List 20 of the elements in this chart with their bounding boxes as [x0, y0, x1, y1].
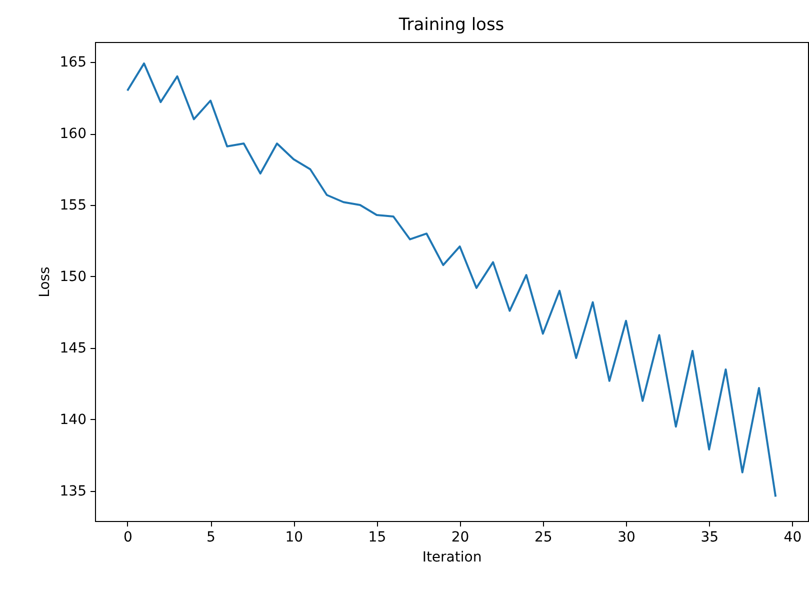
y-tick-label: 150 — [60, 268, 86, 285]
line-series — [126, 62, 777, 498]
x-tick-label: 0 — [123, 530, 132, 546]
x-tick-label: 35 — [700, 530, 719, 546]
x-tick-label: 30 — [618, 530, 636, 546]
x-tick-label: 20 — [451, 530, 470, 546]
y-tick-label: 140 — [60, 412, 86, 428]
x-axis-title: Iteration — [422, 550, 482, 566]
y-tick-label: 165 — [60, 54, 86, 71]
x-tick-label: 10 — [285, 530, 304, 546]
x-tick-label: 40 — [784, 530, 802, 546]
y-tick-label: 155 — [60, 198, 86, 214]
x-tick-label: 5 — [206, 530, 216, 546]
y-tick-label: 135 — [60, 483, 86, 500]
y-tick-label: 145 — [60, 340, 86, 356]
y-tick-label: 160 — [60, 126, 86, 142]
chart-title: Training loss — [398, 15, 504, 35]
y-axis-title: Loss — [36, 266, 53, 298]
x-tick-label: 25 — [534, 530, 552, 546]
x-tick-label: 15 — [368, 530, 386, 546]
